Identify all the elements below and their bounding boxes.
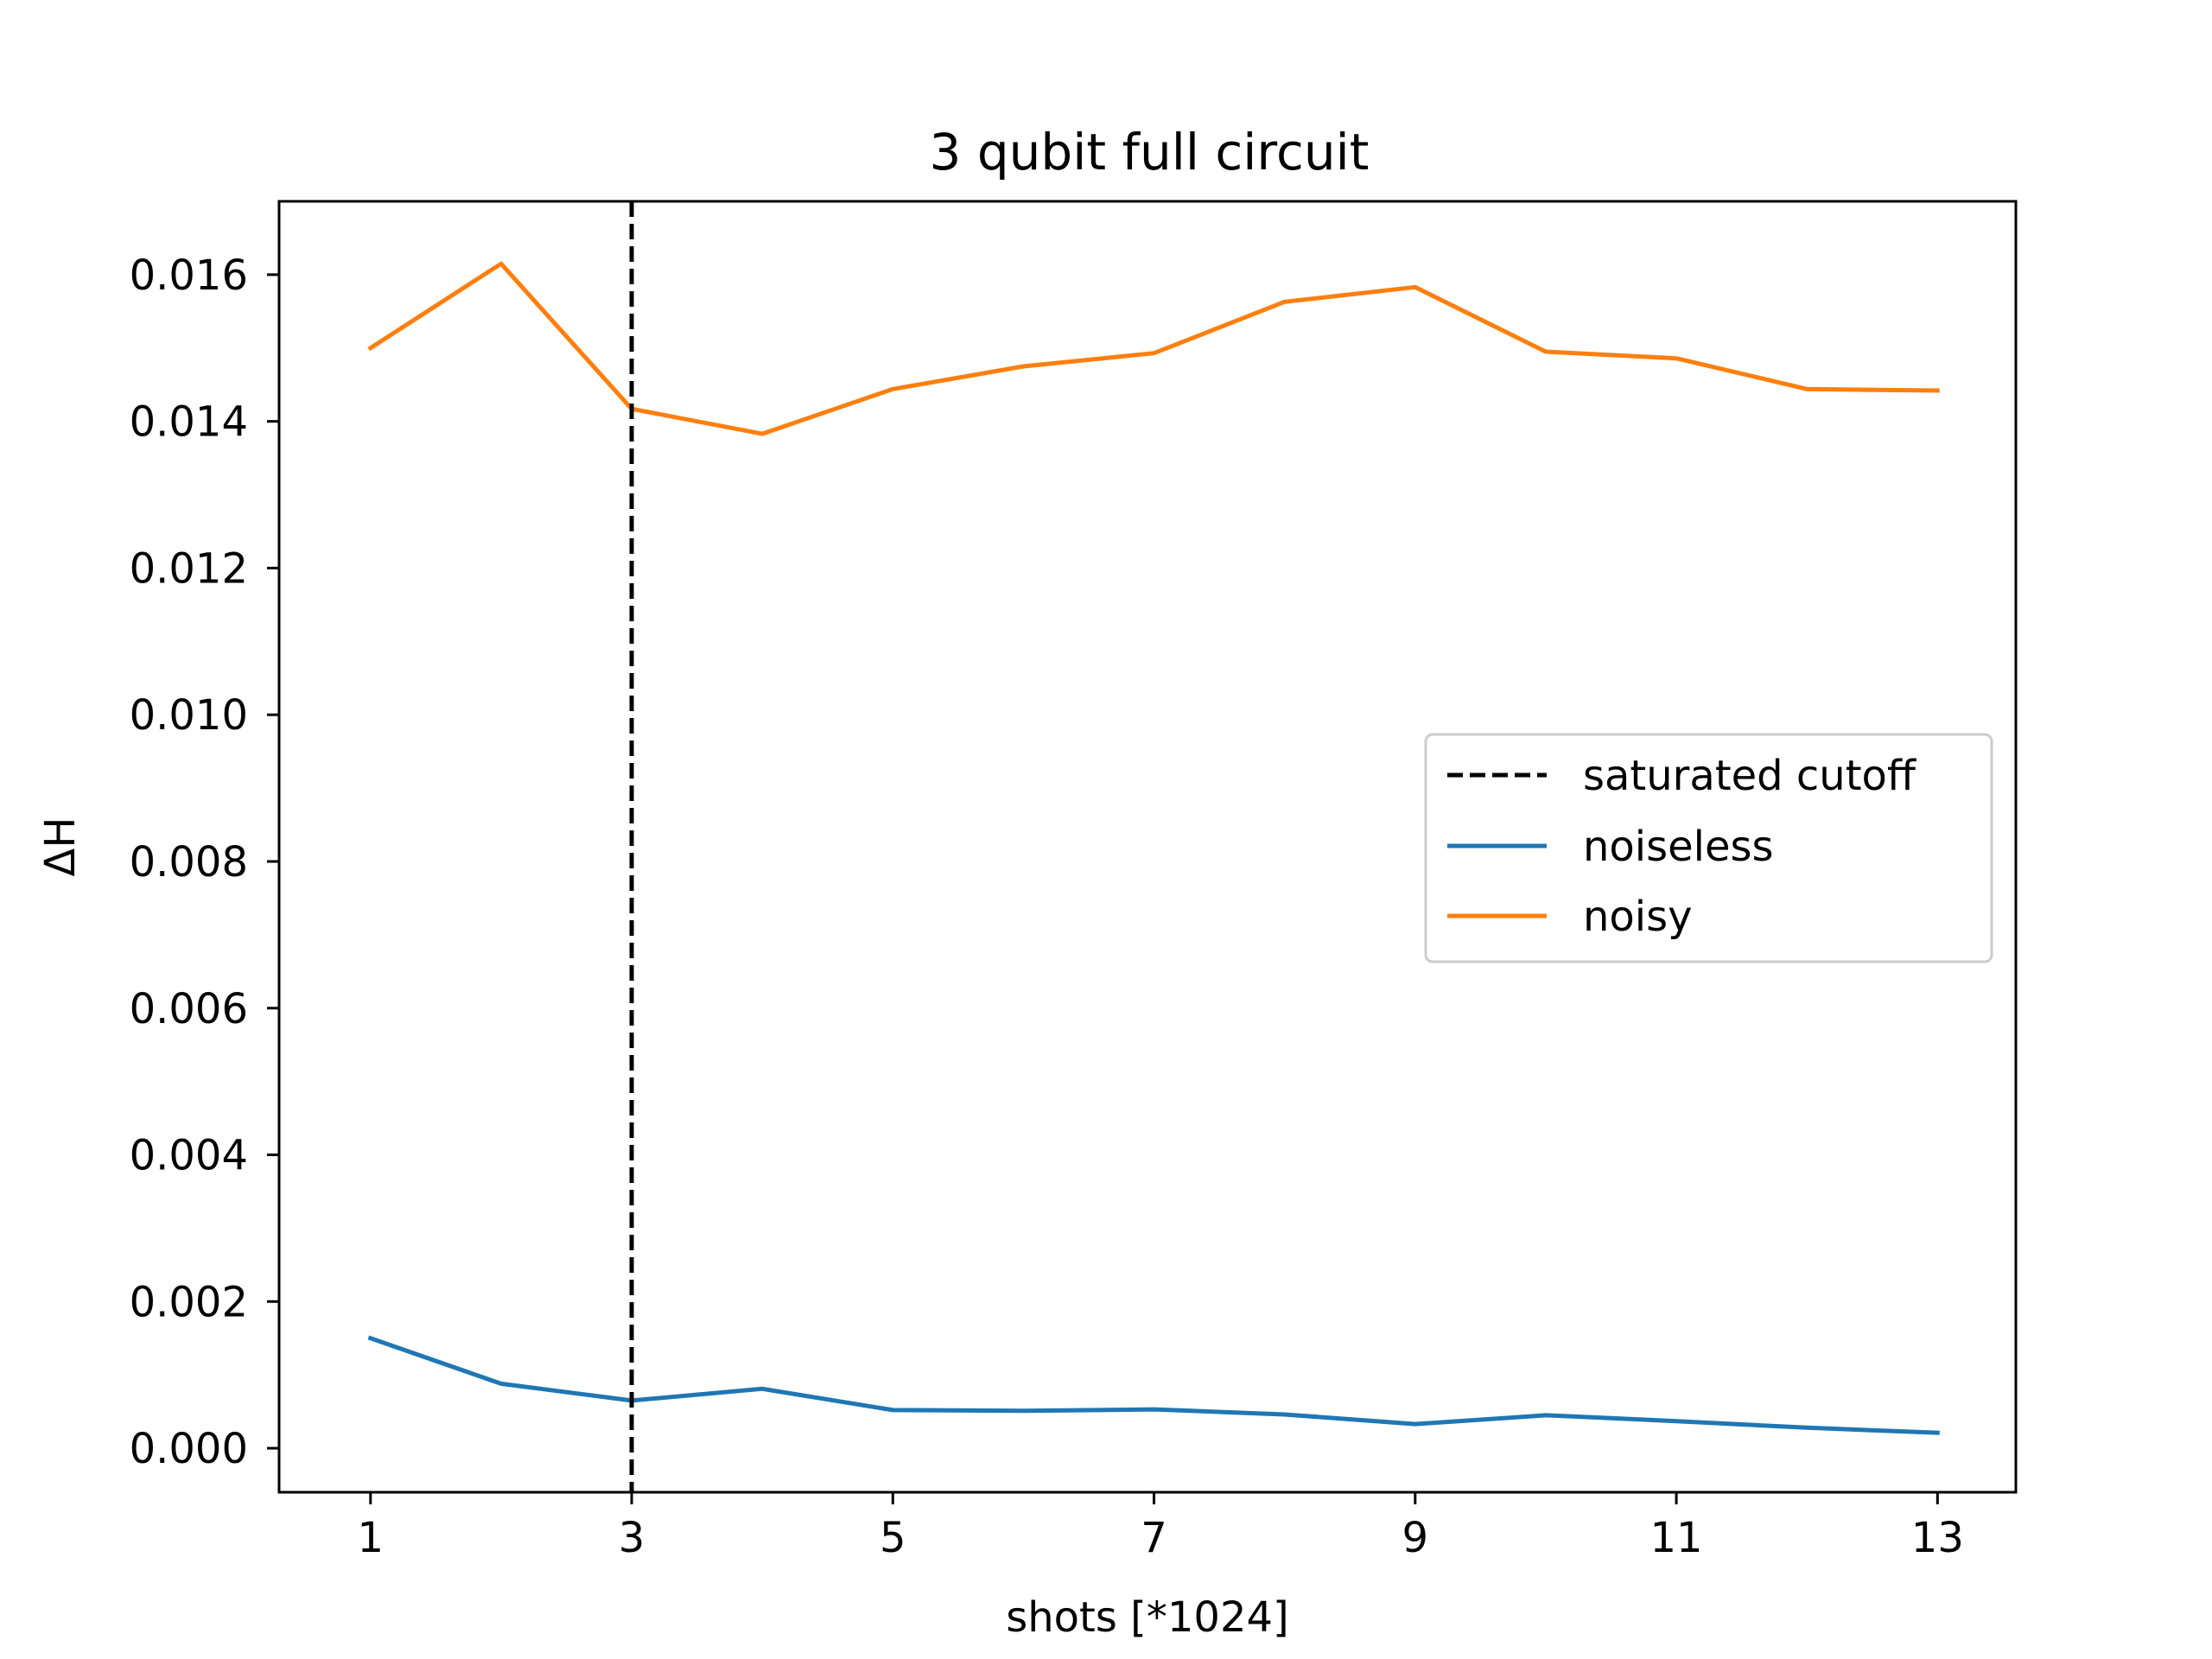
y-tick-label: 0.014: [130, 398, 248, 447]
y-tick-label: 0.006: [130, 985, 248, 1033]
y-tick-label: 0.008: [130, 838, 248, 887]
y-tick-label: 0.016: [130, 251, 248, 300]
legend-label-noisy: noisy: [1583, 893, 1693, 941]
legend-label-noiseless: noiseless: [1583, 823, 1774, 871]
legend-box: [1424, 733, 1993, 963]
plot-frame: [277, 200, 2018, 1494]
y-tick-label: 0.010: [130, 691, 248, 740]
x-tick-label: 7: [1141, 1514, 1167, 1562]
x-tick-label: 3: [619, 1514, 645, 1562]
axis-ticks: 1 3 5 7 9 11 130.0000.0020.0040.0060.0080.0100…: [130, 251, 1964, 1562]
x-tick-label: 11: [1650, 1514, 1703, 1562]
legend-label-saturated-cutoff: saturated cutoff: [1583, 752, 1916, 800]
y-tick-label: 0.004: [130, 1132, 248, 1180]
y-tick-label: 0.012: [130, 544, 248, 593]
y-axis-label: ΔH: [36, 817, 85, 877]
legend: saturated cutoff noiseless noisy: [1424, 733, 1993, 963]
plot-area: [367, 201, 1940, 1492]
x-tick-label: 9: [1402, 1514, 1429, 1562]
x-axis-label: shots [*1024]: [1006, 1593, 1289, 1642]
y-tick-label: 0.000: [130, 1425, 248, 1473]
x-tick-label: 13: [1911, 1514, 1964, 1562]
x-tick-label: 5: [880, 1514, 906, 1562]
chart-title: 3 qubit full circuit: [930, 123, 1370, 181]
x-tick-label: 1: [358, 1514, 385, 1562]
y-tick-label: 0.002: [130, 1278, 248, 1326]
